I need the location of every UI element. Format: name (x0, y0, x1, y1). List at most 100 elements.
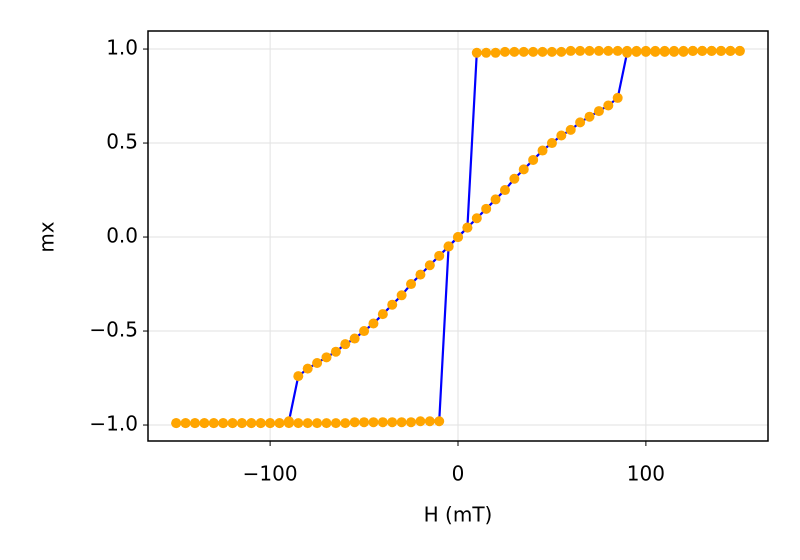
data-point (283, 418, 294, 429)
data-point (368, 318, 379, 329)
data-point (255, 418, 266, 429)
data-point (359, 417, 370, 428)
x-tick-label: 100 (627, 462, 665, 486)
data-point (180, 418, 191, 429)
data-point (716, 45, 727, 56)
data-point (687, 45, 698, 56)
data-point (471, 47, 482, 58)
data-point (640, 46, 651, 57)
data-point (584, 111, 595, 122)
data-point (387, 299, 398, 310)
data-point (171, 418, 182, 429)
data-point (650, 46, 661, 57)
data-point (453, 232, 463, 243)
data-point (321, 352, 332, 363)
x-tick-label: 0 (452, 462, 465, 486)
data-point (218, 418, 229, 429)
data-point (669, 46, 680, 57)
data-point (490, 47, 501, 58)
data-point (189, 418, 200, 429)
data-point (406, 417, 417, 428)
data-point (481, 203, 492, 214)
data-point (678, 46, 689, 57)
data-point (368, 417, 379, 428)
data-point (471, 213, 482, 224)
data-point (546, 138, 557, 149)
data-point (537, 46, 548, 57)
data-point (199, 418, 210, 429)
data-point (490, 194, 501, 205)
data-point (293, 418, 304, 429)
data-point (340, 418, 351, 429)
data-point (734, 45, 745, 56)
data-point (537, 145, 548, 156)
data-point (227, 418, 238, 429)
data-point (499, 46, 510, 57)
data-point (518, 164, 529, 175)
data-point (396, 417, 407, 428)
data-point (603, 45, 614, 56)
data-point (293, 371, 304, 382)
y-tick-label: −1.0 (89, 412, 138, 436)
data-point (387, 417, 398, 428)
data-point (359, 326, 370, 337)
data-point (631, 46, 642, 57)
data-point (509, 46, 520, 57)
data-point (659, 46, 670, 57)
data-point (528, 46, 539, 57)
y-tick-label: 1.0 (106, 36, 138, 60)
data-point (556, 46, 567, 57)
y-tick-label: 0.0 (106, 224, 138, 248)
data-point (340, 339, 351, 350)
data-point (302, 363, 313, 374)
data-point (612, 92, 623, 103)
data-point (528, 154, 539, 165)
data-point (208, 418, 219, 429)
data-point (565, 124, 576, 135)
data-point (321, 418, 332, 429)
data-point (499, 185, 510, 196)
data-point (612, 45, 623, 56)
data-point (424, 260, 435, 271)
data-point (575, 45, 586, 56)
x-tick-label: −100 (243, 462, 298, 486)
y-axis-label: mx (35, 221, 59, 252)
data-point (406, 279, 417, 290)
data-point (415, 269, 426, 280)
data-point (312, 357, 323, 368)
data-point (593, 45, 604, 56)
data-point (265, 418, 276, 429)
data-point (603, 100, 614, 111)
data-point (330, 418, 341, 429)
data-point (622, 47, 633, 58)
x-axis-label: H (mT) (424, 503, 493, 527)
y-tick-label: 0.5 (106, 130, 138, 154)
data-point (377, 309, 388, 320)
data-point (725, 45, 736, 56)
data-point (518, 46, 529, 57)
data-point (377, 417, 388, 428)
data-point (424, 416, 435, 427)
data-point (481, 47, 492, 58)
data-point (434, 416, 445, 427)
data-point (396, 290, 407, 301)
data-point (274, 418, 285, 429)
data-point (349, 417, 360, 428)
data-point (443, 241, 454, 252)
data-point (349, 333, 360, 344)
data-point (697, 45, 708, 56)
data-point (593, 106, 604, 117)
data-point (330, 346, 341, 357)
data-point (706, 45, 717, 56)
data-point (236, 418, 247, 429)
data-point (584, 45, 595, 56)
data-point (312, 418, 323, 429)
data-point (434, 250, 445, 261)
data-point (575, 117, 586, 128)
data-point (565, 45, 576, 56)
data-point (415, 416, 426, 427)
data-point (462, 222, 473, 233)
data-point (509, 173, 520, 184)
data-point (546, 46, 557, 57)
